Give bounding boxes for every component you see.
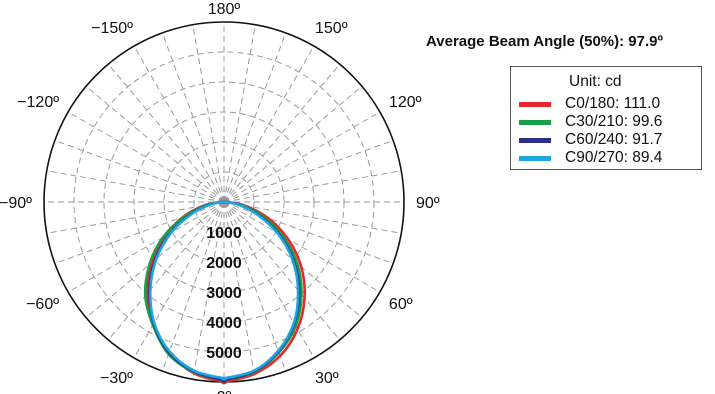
angle-label: −30º bbox=[100, 370, 133, 387]
angle-label: 60º bbox=[389, 296, 413, 313]
grid-spoke bbox=[46, 201, 225, 234]
grid-spoke bbox=[107, 201, 225, 341]
legend-label: C0/180: 111.0 bbox=[565, 95, 661, 112]
grid-spoke bbox=[223, 201, 256, 380]
grid-spoke bbox=[85, 85, 225, 203]
legend-label: C60/240: 91.7 bbox=[565, 131, 663, 148]
legend-item-c0-180: C0/180: 111.0 bbox=[515, 95, 701, 113]
grid-spoke bbox=[161, 32, 225, 203]
angle-label: 180º bbox=[208, 1, 241, 18]
grid-spoke bbox=[107, 63, 225, 203]
grid-spoke bbox=[192, 24, 225, 203]
angle-label: −150º bbox=[91, 20, 133, 37]
angle-label: 150º bbox=[315, 20, 348, 37]
grid-spoke bbox=[192, 201, 225, 380]
grid-spoke bbox=[223, 170, 402, 203]
radial-tick-label: 1000 bbox=[206, 225, 242, 242]
legend-item-c90-270: C90/270: 89.4 bbox=[515, 149, 701, 167]
grid-spoke bbox=[223, 201, 341, 341]
angle-label: −90º bbox=[0, 195, 32, 212]
radial-tick-label: 4000 bbox=[206, 315, 242, 332]
grid-spoke bbox=[223, 201, 315, 359]
grid-spoke bbox=[223, 63, 341, 203]
grid-spoke bbox=[133, 45, 225, 203]
angle-label: −120º bbox=[17, 94, 59, 111]
grid-spoke bbox=[223, 201, 381, 293]
angle-label: 0º bbox=[217, 389, 232, 394]
legend-swatch bbox=[519, 156, 551, 161]
grid-spoke bbox=[223, 139, 394, 203]
legend-swatch bbox=[519, 138, 551, 143]
intensity-curves bbox=[143, 200, 306, 385]
grid-spoke bbox=[223, 111, 381, 203]
grid-spoke bbox=[67, 201, 225, 293]
series-curve-3 bbox=[149, 200, 300, 381]
grid-spoke bbox=[67, 111, 225, 203]
grid-spoke bbox=[54, 139, 225, 203]
legend-label: C90/270: 89.4 bbox=[565, 149, 663, 166]
legend-title: Unit: cd bbox=[569, 73, 622, 90]
angle-labels: 180º 150º −150º 120º −120º 90º −90º 60º −60º 30º −… bbox=[0, 1, 440, 394]
radial-tick-label: 2000 bbox=[206, 255, 242, 272]
grid-spoke bbox=[223, 201, 394, 265]
chart-title: Average Beam Angle (50%): 97.9º bbox=[426, 33, 663, 50]
legend: Unit: cd C0/180: 111.0 C30/210: 99.6 C60… bbox=[510, 66, 702, 170]
legend-label: C30/210: 99.6 bbox=[565, 113, 663, 130]
legend-item-c30-210: C30/210: 99.6 bbox=[515, 113, 701, 131]
angle-label: 120º bbox=[389, 94, 422, 111]
radial-tick-label: 5000 bbox=[206, 345, 242, 362]
grid-spoke bbox=[161, 201, 225, 372]
grid-spoke bbox=[133, 201, 225, 359]
grid-spoke bbox=[46, 170, 225, 203]
grid-spoke bbox=[223, 85, 363, 203]
grid-spoke bbox=[223, 45, 315, 203]
legend-swatch bbox=[519, 102, 551, 107]
grid-spoke bbox=[223, 32, 287, 203]
angle-label: −60º bbox=[26, 296, 59, 313]
angle-label: 90º bbox=[416, 195, 440, 212]
grid-spoke bbox=[223, 201, 402, 234]
grid-spoke bbox=[54, 201, 225, 265]
radial-tick-labels: 1000 2000 3000 4000 5000 bbox=[206, 225, 242, 362]
grid-spoke bbox=[223, 24, 256, 203]
legend-item-c60-240: C60/240: 91.7 bbox=[515, 131, 701, 149]
grid-spoke bbox=[223, 201, 287, 372]
legend-swatch bbox=[519, 120, 551, 125]
radial-tick-label: 3000 bbox=[206, 285, 242, 302]
angle-label: 30º bbox=[315, 370, 339, 387]
